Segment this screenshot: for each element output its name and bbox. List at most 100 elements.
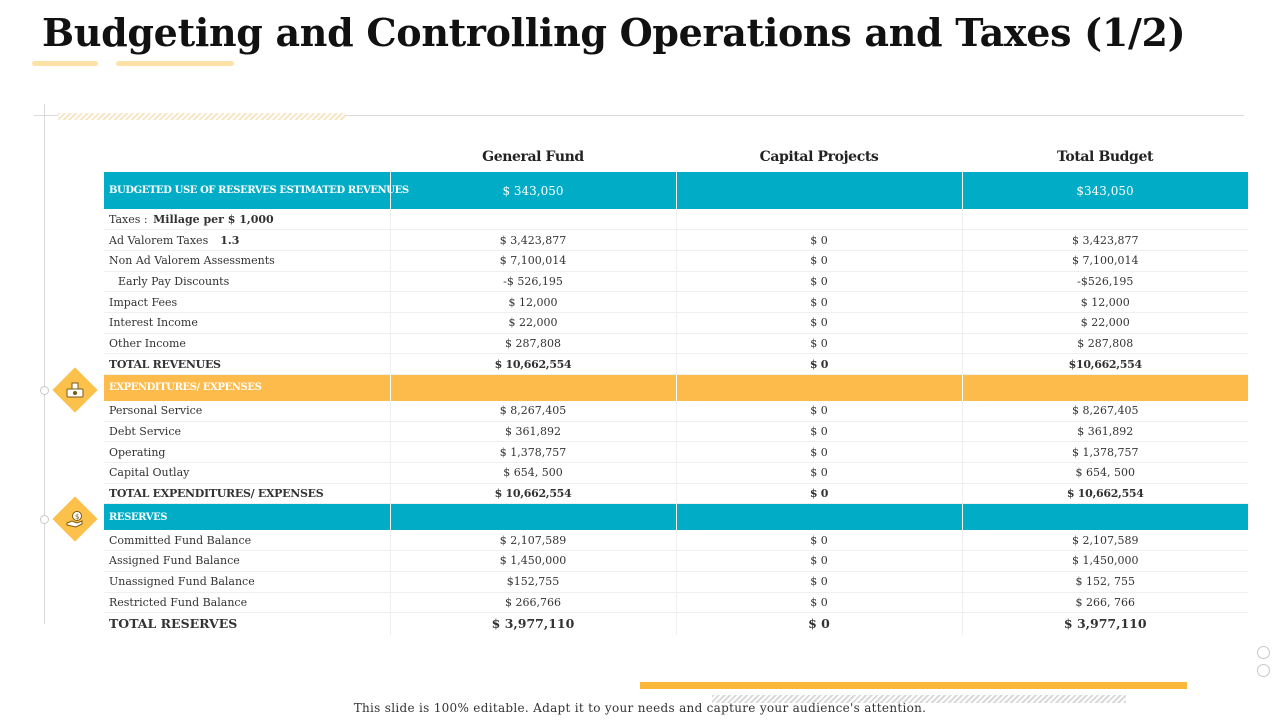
- expenditures-header-row: EXPENDITURES/ EXPENSES: [104, 374, 1249, 401]
- capital-projects-value: $ 0: [676, 421, 963, 443]
- total-budget-value: $ 3,977,110: [1063, 616, 1147, 632]
- title-underline-accent: [32, 61, 98, 66]
- capital-projects-value: $ 0: [676, 271, 963, 293]
- capital-projects-value: $ 0: [676, 229, 963, 251]
- row-label: Personal Service: [104, 400, 391, 422]
- total-budget-value: $10,662,554: [962, 353, 1248, 375]
- coin-hand-icon: $: [59, 503, 91, 535]
- taxes-row: Taxes : Millage per $ 1,000: [104, 209, 1248, 231]
- total-budget-value: [962, 209, 1248, 231]
- revenue-row: Other Income $ 287,808 $ 0 $ 287,808: [104, 333, 1248, 355]
- total-budget-value: $ 7,100,014: [962, 250, 1248, 272]
- general-fund-value: $ 654, 500: [390, 462, 677, 484]
- total-budget-value: $ 654, 500: [962, 462, 1248, 484]
- total-budget-value: [962, 503, 1249, 530]
- capital-projects-value: $ 0: [676, 550, 963, 572]
- general-fund-value: [390, 209, 677, 231]
- general-fund-value: $ 12,000: [390, 291, 677, 313]
- money-bill-icon: [59, 374, 91, 406]
- header-label-empty: [104, 142, 390, 172]
- general-fund-value: [390, 503, 677, 530]
- general-fund-value: -$ 526,195: [390, 271, 677, 293]
- reserve-row: Unassigned Fund Balance $152,755 $ 0 $ 1…: [104, 571, 1248, 593]
- reserves-header-row: RESERVES: [104, 503, 1249, 530]
- capital-projects-value: $ 0: [676, 462, 963, 484]
- row-label: Taxes : Millage per $ 1,000: [104, 209, 391, 231]
- row-label: Debt Service: [104, 421, 391, 443]
- row-label: Other Income: [104, 333, 391, 355]
- total-budget-value: [962, 374, 1249, 401]
- capital-projects-value: $ 0: [676, 592, 963, 614]
- capital-projects-value: $ 0: [676, 612, 963, 635]
- column-header-general-fund: General Fund: [482, 149, 584, 165]
- reserve-row: Committed Fund Balance $ 2,107,589 $ 0 $…: [104, 529, 1248, 552]
- total-expenditures-row: TOTAL EXPENDITURES/ EXPENSES $ 10,662,55…: [104, 483, 1248, 505]
- row-label: BUDGETED USE OF RESERVES ESTIMATED REVEN…: [104, 172, 409, 209]
- millage-rate: 1.3: [220, 233, 240, 247]
- svg-text:$: $: [75, 513, 79, 521]
- title-underline-accent: [116, 61, 234, 66]
- revenue-row: Interest Income $ 22,000 $ 0 $ 22,000: [104, 312, 1248, 334]
- total-budget-value: $ 152, 755: [962, 571, 1248, 593]
- row-label: Interest Income: [104, 312, 391, 334]
- total-budget-value: $ 2,107,589: [962, 529, 1248, 552]
- total-budget-value: $343,050: [962, 172, 1249, 209]
- reserve-row: Restricted Fund Balance $ 266,766 $ 0 $ …: [104, 592, 1248, 614]
- expenditure-row: Capital Outlay $ 654, 500 $ 0 $ 654, 500: [104, 462, 1248, 484]
- hatch-decoration: [712, 695, 1126, 703]
- capital-projects-value: [676, 374, 963, 401]
- general-fund-value: $152,755: [390, 571, 677, 593]
- expenditure-row: Personal Service $ 8,267,405 $ 0 $ 8,267…: [104, 400, 1248, 422]
- general-fund-value: $ 266,766: [390, 592, 677, 614]
- capital-projects-value: $ 0: [676, 400, 963, 422]
- row-label: Restricted Fund Balance: [104, 592, 391, 614]
- indented-label: Early Pay Discounts: [118, 274, 230, 288]
- row-label: Committed Fund Balance: [104, 529, 391, 552]
- total-budget-value: $ 8,267,405: [962, 400, 1248, 422]
- frame-vertical-line: [44, 104, 45, 624]
- general-fund-value: $ 7,100,014: [390, 250, 677, 272]
- capital-projects-value: $ 0: [676, 250, 963, 272]
- general-fund-value: [390, 374, 677, 401]
- expenditure-row: Operating $ 1,378,757 $ 0 $ 1,378,757: [104, 441, 1248, 464]
- capital-projects-value: [676, 503, 963, 530]
- revenue-row: Impact Fees $ 12,000 $ 0 $ 12,000: [104, 291, 1248, 313]
- revenue-row: Non Ad Valorem Assessments $ 7,100,014 $…: [104, 250, 1248, 272]
- total-budget-value: $ 287,808: [962, 333, 1248, 355]
- budget-table: General Fund Capital Projects Total Budg…: [104, 142, 1249, 635]
- general-fund-value: $ 22,000: [390, 312, 677, 334]
- revenue-row: Early Pay Discounts -$ 526,195 $ 0 -$526…: [104, 271, 1248, 293]
- column-header-total-budget: Total Budget: [1056, 149, 1154, 165]
- section-label: EXPENDITURES/ EXPENSES: [104, 374, 391, 401]
- hatch-decoration: [58, 113, 346, 120]
- section-label: RESERVES: [104, 503, 391, 530]
- general-fund-value: $ 2,107,589: [390, 529, 677, 552]
- row-label: Early Pay Discounts: [104, 271, 391, 293]
- ad-valorem-label: Ad Valorem Taxes: [109, 233, 209, 247]
- total-budget-value: $ 12,000: [962, 291, 1248, 313]
- footer-note: This slide is 100% editable. Adapt it to…: [353, 701, 927, 715]
- table-header-row: General Fund Capital Projects Total Budg…: [104, 142, 1248, 172]
- row-label: TOTAL REVENUES: [104, 353, 391, 375]
- capital-projects-value: $ 0: [676, 571, 963, 593]
- total-budget-value: $ 1,450,000: [962, 550, 1248, 572]
- capital-projects-value: $ 0: [676, 483, 963, 505]
- row-label: Assigned Fund Balance: [104, 550, 391, 572]
- row-label: Unassigned Fund Balance: [104, 571, 391, 593]
- row-label: Impact Fees: [104, 291, 391, 313]
- capital-projects-value: $ 0: [676, 291, 963, 313]
- total-revenues-row: TOTAL REVENUES $ 10,662,554 $ 0 $10,662,…: [104, 353, 1248, 375]
- capital-projects-value: $ 0: [676, 529, 963, 552]
- general-fund-value: $ 10,662,554: [390, 483, 677, 505]
- general-fund-value: $ 287,808: [390, 333, 677, 355]
- capital-projects-value: [676, 209, 963, 231]
- general-fund-value: $ 10,662,554: [390, 353, 677, 375]
- row-label: TOTAL EXPENDITURES/ EXPENSES: [104, 483, 391, 505]
- capital-projects-value: [676, 172, 963, 209]
- row-label: TOTAL RESERVES: [104, 612, 391, 635]
- total-budget-value: -$526,195: [962, 271, 1248, 293]
- capital-projects-value: $ 0: [676, 353, 963, 375]
- row-label: Capital Outlay: [104, 462, 391, 484]
- millage-label: Millage per $ 1,000: [153, 212, 274, 226]
- row-label: Ad Valorem Taxes 1.3: [104, 229, 391, 251]
